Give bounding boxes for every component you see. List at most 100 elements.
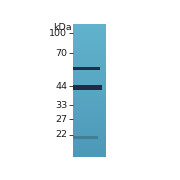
Bar	[73, 151, 105, 152]
Text: 22: 22	[55, 130, 67, 139]
Bar	[73, 90, 105, 91]
Bar	[73, 63, 105, 64]
Bar	[73, 124, 105, 125]
Bar	[73, 127, 105, 128]
Bar	[73, 99, 105, 100]
Bar	[73, 69, 105, 70]
Text: 100: 100	[49, 29, 67, 38]
Bar	[73, 131, 105, 132]
Bar	[73, 138, 105, 139]
Bar	[73, 77, 105, 78]
Bar	[73, 107, 105, 108]
Bar	[73, 121, 105, 122]
Bar	[73, 148, 105, 149]
Bar	[73, 86, 105, 87]
Bar	[73, 81, 105, 82]
Bar	[73, 67, 105, 68]
Bar	[73, 103, 105, 104]
Bar	[73, 139, 105, 140]
Bar	[73, 81, 105, 82]
Bar	[73, 42, 105, 43]
Bar	[73, 121, 105, 122]
Bar	[73, 133, 105, 134]
Bar	[73, 105, 105, 106]
Bar	[73, 36, 105, 37]
Text: 27: 27	[55, 115, 67, 124]
Bar	[73, 118, 105, 119]
Bar	[73, 85, 102, 89]
Bar	[73, 31, 105, 32]
Bar	[73, 27, 105, 28]
Bar	[73, 35, 105, 36]
Bar	[73, 60, 105, 61]
Bar	[73, 101, 105, 102]
Bar	[73, 100, 105, 101]
Bar	[73, 154, 105, 155]
Bar	[73, 156, 105, 157]
Bar	[73, 68, 105, 69]
Bar	[73, 145, 105, 146]
Bar	[73, 91, 105, 92]
Bar	[73, 111, 105, 112]
Bar	[73, 74, 105, 75]
Bar	[73, 73, 105, 74]
Text: 70: 70	[55, 49, 67, 58]
Bar	[73, 115, 105, 116]
Bar	[73, 90, 105, 91]
Bar	[73, 64, 105, 65]
Bar	[73, 69, 105, 70]
Bar	[73, 52, 105, 53]
Bar	[73, 136, 98, 139]
Bar	[73, 141, 105, 142]
Bar	[73, 55, 105, 56]
Bar	[73, 113, 105, 114]
Bar	[73, 75, 105, 76]
Bar	[73, 53, 105, 54]
Bar	[73, 109, 105, 110]
Bar	[73, 25, 105, 26]
Bar	[73, 46, 105, 47]
Bar	[73, 100, 105, 101]
Bar	[73, 33, 105, 34]
Bar	[73, 119, 105, 120]
Bar	[73, 112, 105, 113]
Bar	[73, 98, 105, 99]
Bar	[73, 51, 105, 52]
Bar	[73, 83, 105, 84]
Bar	[73, 39, 105, 40]
Bar	[73, 50, 105, 51]
Bar	[73, 156, 105, 157]
Bar	[73, 87, 105, 88]
Bar	[73, 79, 105, 80]
Bar	[73, 143, 105, 144]
Bar	[73, 26, 105, 27]
Bar	[73, 76, 105, 77]
Bar	[73, 116, 105, 117]
Bar	[73, 140, 105, 141]
Bar	[73, 34, 105, 35]
Bar	[73, 40, 105, 41]
Bar	[73, 28, 105, 29]
Bar	[73, 66, 105, 67]
Bar	[73, 50, 105, 51]
Bar	[73, 96, 105, 97]
Bar	[73, 155, 105, 156]
Bar	[73, 70, 105, 71]
Bar	[73, 123, 105, 124]
Bar	[73, 135, 105, 136]
Bar	[73, 137, 105, 138]
Bar	[73, 101, 105, 102]
Bar	[73, 112, 105, 113]
Bar	[73, 67, 100, 70]
Bar	[73, 29, 105, 30]
Bar	[73, 30, 105, 31]
Bar	[73, 120, 105, 121]
Bar	[73, 37, 105, 38]
Bar	[73, 30, 105, 31]
Bar	[73, 47, 105, 48]
Bar	[73, 82, 105, 83]
Bar	[73, 129, 105, 130]
Bar	[73, 62, 105, 63]
Bar	[73, 73, 105, 74]
Bar	[73, 106, 105, 107]
